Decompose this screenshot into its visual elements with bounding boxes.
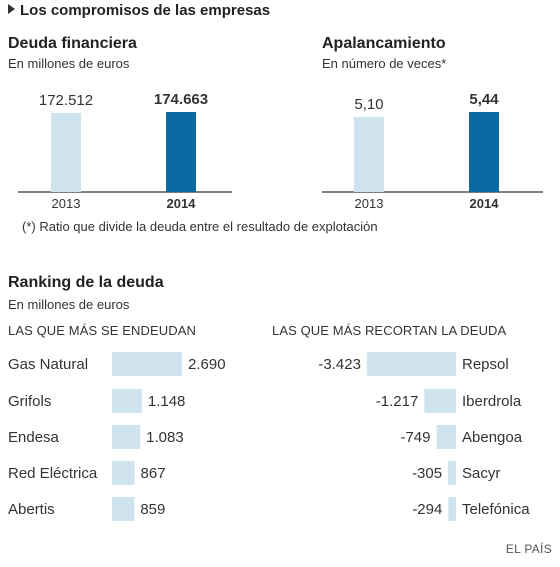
decrease-company-label: Iberdrola — [462, 393, 522, 410]
leverage-bar-2014 — [469, 112, 499, 192]
increase-company-label: Gas Natural — [8, 356, 88, 373]
decrease-column-title: LAS QUE MÁS RECORTAN LA DEUDA — [272, 323, 507, 338]
decrease-bar — [448, 497, 456, 521]
increase-company-label: Abertis — [8, 501, 55, 518]
debt-chart-subtitle: En millones de euros — [8, 56, 130, 71]
decrease-bar — [366, 352, 456, 376]
increase-value-label: 2.690 — [188, 356, 226, 373]
increase-bar — [112, 352, 182, 376]
increase-value-label: 1.083 — [146, 429, 184, 446]
triangle-marker-icon — [8, 4, 15, 14]
leverage-bar-2013 — [354, 117, 384, 192]
leverage-tick-label: 2013 — [355, 196, 384, 211]
decrease-company-label: Sacyr — [462, 465, 500, 482]
decrease-company-label: Abengoa — [462, 429, 523, 446]
increase-company-label: Red Eléctrica — [8, 465, 98, 482]
debt-bar-2013 — [51, 112, 81, 192]
decrease-value-label: -3.423 — [318, 356, 361, 373]
debt-value-label: 172.512 — [39, 92, 93, 109]
increase-column-title: LAS QUE MÁS SE ENDEUDAN — [8, 323, 196, 338]
leverage-value-label: 5,44 — [469, 91, 499, 108]
leverage-tick-label: 2014 — [470, 196, 500, 211]
decrease-bar — [436, 425, 456, 449]
increase-bar — [112, 425, 141, 449]
debt-bar-2014 — [166, 112, 196, 192]
decrease-bar — [448, 461, 456, 485]
increase-value-label: 859 — [140, 501, 165, 518]
leverage-chart-subtitle: En número de veces* — [322, 56, 447, 71]
debt-chart-title: Deuda financiera — [8, 35, 137, 52]
main-title-text: Los compromisos de las empresas — [20, 2, 271, 19]
decrease-company-label: Repsol — [462, 356, 509, 373]
decrease-value-label: -305 — [412, 465, 442, 482]
credit: EL PAÍS — [505, 542, 552, 556]
decrease-value-label: -294 — [412, 501, 442, 518]
debt-value-label: 174.663 — [154, 91, 208, 108]
debt-tick-label: 2013 — [52, 196, 81, 211]
debt-tick-label: 2014 — [167, 196, 197, 211]
ranking-subtitle: En millones de euros — [8, 297, 130, 312]
increase-bar — [112, 461, 135, 485]
leverage-chart-title: Apalancamiento — [322, 35, 446, 52]
increase-company-label: Endesa — [8, 429, 60, 446]
increase-bar — [112, 389, 142, 413]
footnote: (*) Ratio que divide la deuda entre el r… — [22, 219, 378, 234]
increase-value-label: 867 — [141, 465, 166, 482]
decrease-bar — [424, 389, 456, 413]
decrease-value-label: -1.217 — [376, 393, 419, 410]
leverage-value-label: 5,10 — [354, 96, 383, 113]
increase-bar — [112, 497, 135, 521]
decrease-company-label: Telefónica — [462, 501, 530, 518]
increase-company-label: Grifols — [8, 393, 51, 410]
decrease-value-label: -749 — [400, 429, 430, 446]
increase-value-label: 1.148 — [148, 393, 186, 410]
ranking-title: Ranking de la deuda — [8, 274, 164, 291]
main-title: Los compromisos de las empresas — [8, 2, 270, 19]
